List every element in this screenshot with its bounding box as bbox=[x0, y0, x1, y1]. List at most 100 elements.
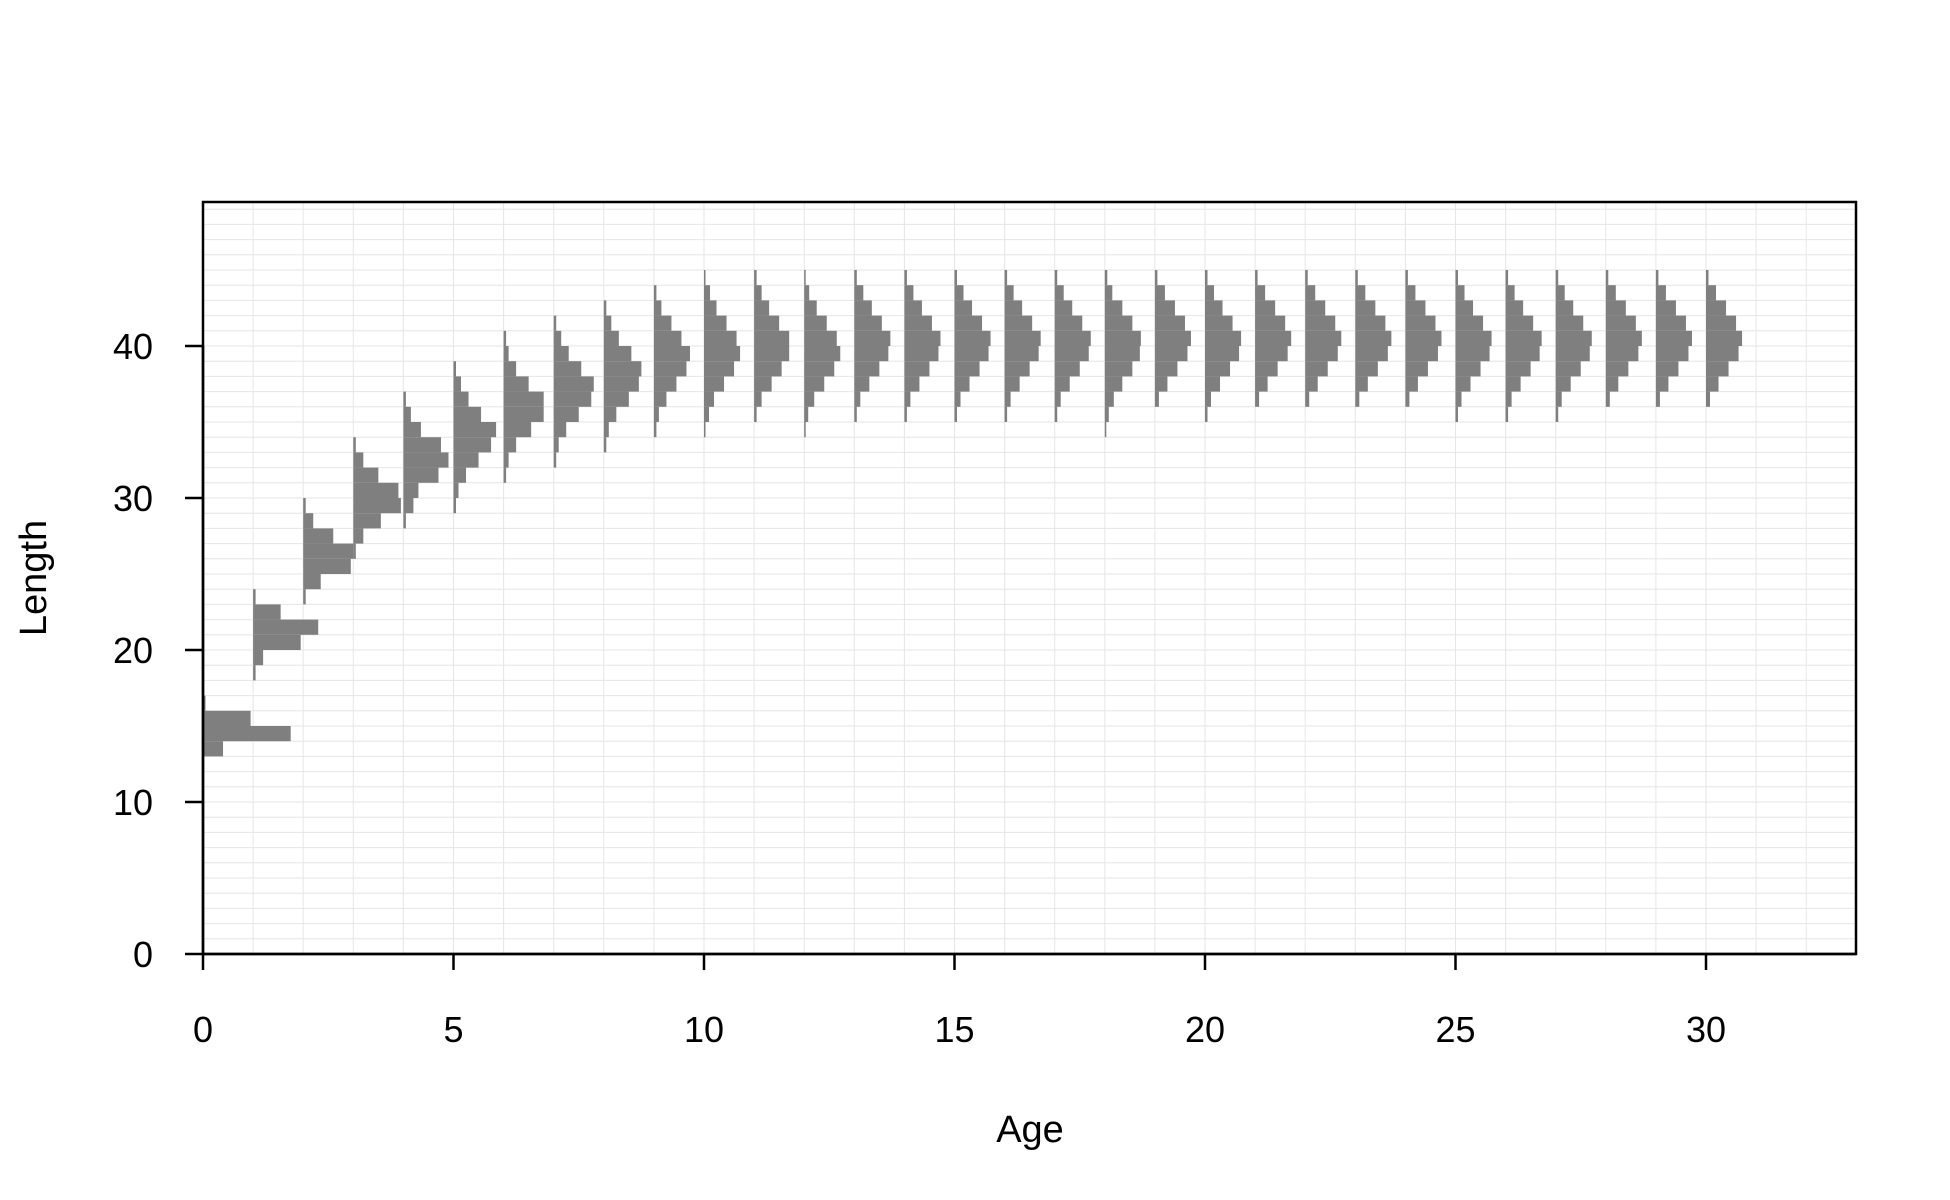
histogram-bar bbox=[1305, 270, 1308, 286]
histogram-bar bbox=[704, 315, 727, 331]
histogram-bar bbox=[653, 406, 659, 422]
histogram-bar bbox=[704, 285, 711, 301]
histogram-bar bbox=[403, 467, 439, 483]
histogram-bar bbox=[1706, 315, 1737, 331]
histogram-bar bbox=[1054, 391, 1061, 407]
histogram-bar bbox=[1355, 391, 1360, 407]
histogram-bar bbox=[1054, 300, 1073, 316]
histogram-bar bbox=[1405, 270, 1408, 286]
histogram-bar bbox=[1004, 315, 1033, 331]
histogram-bar bbox=[1054, 330, 1091, 346]
histogram-bar bbox=[754, 315, 780, 331]
histogram-bar bbox=[1405, 346, 1438, 362]
histogram-bar bbox=[954, 376, 970, 392]
histogram-bar bbox=[553, 452, 557, 468]
histogram-bar bbox=[253, 589, 256, 605]
histogram-bar bbox=[503, 361, 517, 377]
histogram-bar bbox=[1004, 346, 1039, 362]
histogram-bar bbox=[453, 482, 459, 498]
histogram-bar bbox=[1555, 376, 1571, 392]
histogram-bar bbox=[1655, 376, 1669, 392]
histogram-bar bbox=[303, 589, 306, 605]
histogram-bar bbox=[503, 376, 529, 392]
histogram-bar bbox=[253, 665, 256, 681]
histogram-bar bbox=[1305, 285, 1316, 301]
histogram-bar bbox=[1355, 285, 1366, 301]
histogram-bar bbox=[1706, 330, 1743, 346]
histogram-bar bbox=[804, 422, 806, 438]
histogram-bar bbox=[603, 346, 632, 362]
histogram-bar bbox=[1605, 361, 1629, 377]
histogram-bar bbox=[1104, 406, 1109, 422]
histogram-bar bbox=[1455, 391, 1462, 407]
histogram-bar bbox=[1505, 270, 1509, 286]
y-tick-label: 10 bbox=[113, 782, 153, 823]
histogram-bar bbox=[1104, 285, 1113, 301]
histogram-bar bbox=[1104, 361, 1133, 377]
histogram-bar bbox=[1605, 330, 1642, 346]
x-tick-label: 25 bbox=[1435, 1009, 1475, 1050]
histogram-bar bbox=[904, 376, 920, 392]
histogram-bar bbox=[804, 376, 825, 392]
histogram-bar bbox=[603, 361, 642, 377]
histogram-bar bbox=[1004, 285, 1014, 301]
histogram-bar bbox=[954, 346, 989, 362]
histogram-bar bbox=[403, 406, 411, 422]
histogram-bar bbox=[1405, 361, 1428, 377]
x-tick-label: 5 bbox=[443, 1009, 463, 1050]
histogram-bar bbox=[653, 330, 682, 346]
histogram-bar bbox=[503, 406, 544, 422]
histogram-bar bbox=[1054, 346, 1089, 362]
histogram-bar bbox=[1605, 270, 1609, 286]
histogram-bar bbox=[503, 437, 517, 453]
histogram-bar bbox=[1205, 346, 1240, 362]
histogram-bar bbox=[1004, 330, 1041, 346]
histogram-bar bbox=[1104, 376, 1123, 392]
histogram-bar bbox=[1706, 346, 1739, 362]
histogram-bar bbox=[904, 406, 907, 422]
histogram-bar bbox=[904, 315, 932, 331]
histogram-bar bbox=[954, 330, 991, 346]
histogram-bar bbox=[1455, 330, 1492, 346]
histogram-bar bbox=[1054, 376, 1070, 392]
histogram-bar bbox=[804, 391, 815, 407]
histogram-bar bbox=[954, 270, 958, 286]
histogram-bar bbox=[603, 437, 607, 453]
histogram-bar bbox=[1605, 285, 1616, 301]
histogram-bar bbox=[303, 513, 314, 529]
histogram-bar bbox=[954, 391, 961, 407]
histogram-bar bbox=[303, 543, 354, 559]
histogram-bar bbox=[553, 437, 559, 453]
histogram-bar bbox=[1154, 376, 1168, 392]
histogram-bar bbox=[754, 361, 782, 377]
x-tick-label: 20 bbox=[1185, 1009, 1225, 1050]
histogram-bar bbox=[804, 285, 810, 301]
histogram-bar bbox=[653, 422, 657, 438]
histogram-bar bbox=[603, 391, 629, 407]
histogram-bar bbox=[954, 315, 983, 331]
histogram-bar bbox=[1255, 315, 1286, 331]
histogram-bar bbox=[1405, 330, 1442, 346]
histogram-bar bbox=[1255, 300, 1276, 316]
histogram-bar bbox=[1205, 270, 1208, 286]
histogram-bar bbox=[804, 330, 837, 346]
histogram-bar bbox=[1104, 300, 1123, 316]
histogram-bar bbox=[1305, 346, 1338, 362]
histogram-bar bbox=[1405, 315, 1436, 331]
histogram-bar bbox=[203, 726, 291, 742]
histogram-bar bbox=[804, 315, 827, 331]
histogram-bar bbox=[1555, 285, 1565, 301]
histogram-bar bbox=[1505, 315, 1534, 331]
histogram-bar bbox=[954, 285, 964, 301]
histogram-bar bbox=[1505, 391, 1512, 407]
histogram-bar bbox=[553, 361, 582, 377]
histogram-bar bbox=[453, 406, 482, 422]
histogram-bar bbox=[1255, 391, 1260, 407]
histogram-bar bbox=[653, 315, 672, 331]
histogram-bar bbox=[403, 452, 449, 468]
histogram-bar bbox=[704, 376, 725, 392]
histogram-bar bbox=[603, 300, 607, 316]
histogram-bar bbox=[553, 346, 569, 362]
histogram-bar bbox=[453, 376, 462, 392]
histogram-bar bbox=[303, 528, 334, 544]
